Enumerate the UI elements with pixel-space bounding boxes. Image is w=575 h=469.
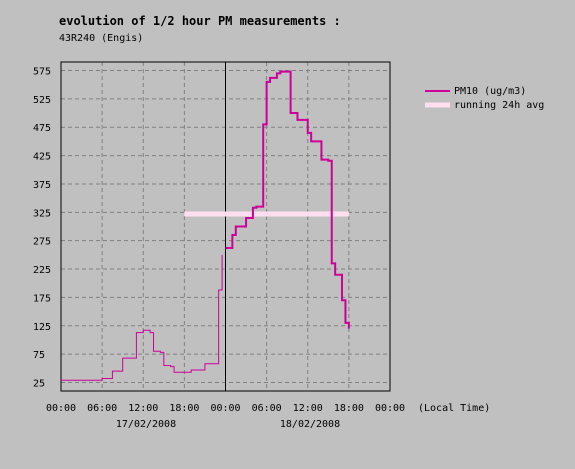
y-tick-label: 125 <box>33 322 51 333</box>
y-tick-label: 25 <box>33 378 45 389</box>
date-label-day1: 17/02/2008 <box>116 419 176 430</box>
x-axis-ticks: 00:00 06:00 12:00 18:00 00:00 06:00 12:00 18:00… <box>46 403 405 414</box>
y-tick-label: 275 <box>33 237 51 248</box>
x-tick-label: 18:00 <box>334 403 364 414</box>
y-axis-ticks: 25 75 125 175 225 275 325 375 425 475 525 575 <box>33 67 51 390</box>
x-axis-unit-label: (Local Time) <box>418 403 490 414</box>
x-tick-label: 06:00 <box>87 403 117 414</box>
y-tick-label: 175 <box>33 293 51 304</box>
series-line-pm10-day2 <box>225 70 350 329</box>
y-tick-label: 325 <box>33 208 51 219</box>
legend-label-avg: running 24h avg <box>454 100 544 111</box>
y-tick-label: 425 <box>33 152 51 163</box>
y-tick-label: 475 <box>33 123 51 134</box>
y-tick-label: 75 <box>33 350 45 361</box>
chart-title: evolution of 1/2 hour PM measurements : <box>59 14 341 28</box>
series-group <box>61 70 350 381</box>
series-line-pm10-day1 <box>61 254 223 381</box>
x-tick-label: 00:00 <box>210 403 240 414</box>
legend: PM10 (ug/m3) running 24h avg <box>425 86 544 111</box>
y-tick-label: 575 <box>33 67 51 78</box>
y-tick-label: 525 <box>33 95 51 106</box>
y-tick-label: 225 <box>33 265 51 276</box>
x-tick-label: 00:00 <box>375 403 405 414</box>
x-tick-label: 18:00 <box>169 403 199 414</box>
y-tick-label: 375 <box>33 180 51 191</box>
x-tick-label: 00:00 <box>46 403 76 414</box>
legend-label-pm10: PM10 (ug/m3) <box>454 86 526 97</box>
x-tick-label: 12:00 <box>128 403 158 414</box>
x-tick-label: 06:00 <box>252 403 282 414</box>
chart-subtitle: 43R240 (Engis) <box>59 33 143 44</box>
x-tick-label: 12:00 <box>293 403 323 414</box>
date-label-day2: 18/02/2008 <box>280 419 340 430</box>
plot-frame <box>60 61 391 392</box>
